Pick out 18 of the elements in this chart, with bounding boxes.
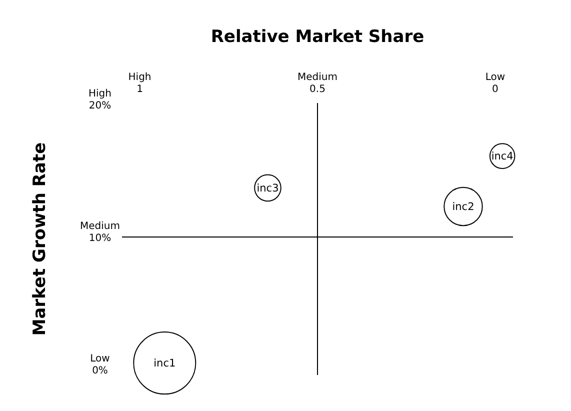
series-label: inc1 — [154, 358, 176, 370]
y-axis-title: Market Growth Rate — [30, 142, 50, 336]
x-tick-label: 1 — [136, 84, 143, 95]
y-tick-label: 0% — [92, 366, 108, 377]
x-tick-label: 0 — [492, 84, 498, 95]
series-label: inc3 — [256, 182, 279, 195]
text: Low — [90, 354, 110, 365]
x-tick-label: 0.5 — [310, 84, 326, 95]
text: Medium — [80, 221, 120, 232]
text: High — [88, 88, 112, 100]
text: Low — [485, 72, 506, 83]
series-label: inc2 — [452, 201, 474, 214]
series-label: inc4 — [491, 150, 514, 163]
x-axis-title: Relative Market Share — [210, 27, 424, 47]
y-tick-label: 10% — [88, 233, 112, 244]
y-tick-label: 20% — [88, 100, 112, 112]
text: Medium — [298, 72, 338, 83]
text: High — [128, 72, 152, 83]
